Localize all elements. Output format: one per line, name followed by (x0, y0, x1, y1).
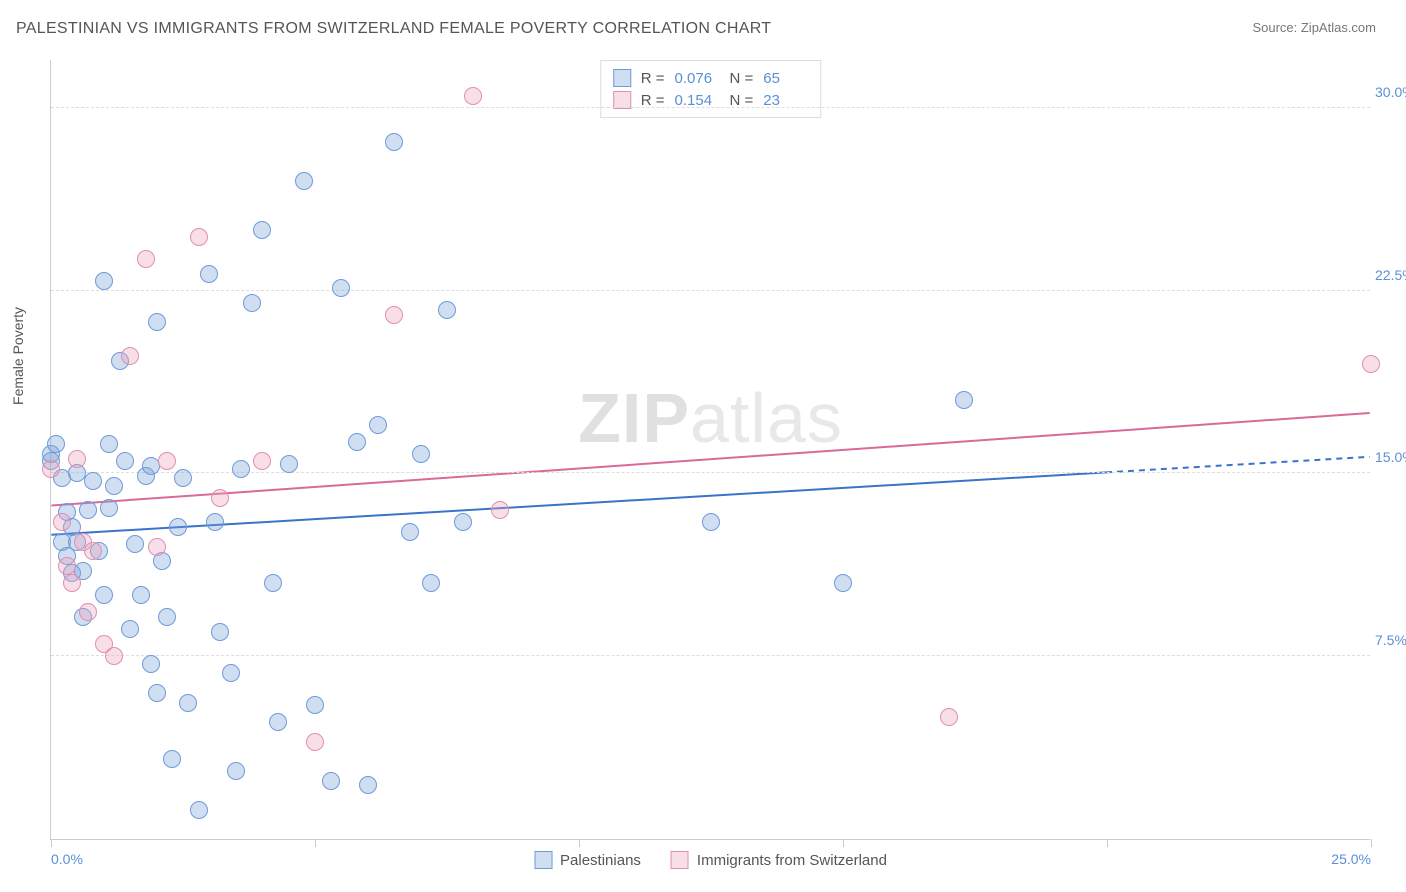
series-legend: Palestinians Immigrants from Switzerland (534, 851, 887, 869)
scatter-point (79, 603, 97, 621)
x-tick-label: 0.0% (51, 851, 83, 867)
scatter-point (174, 469, 192, 487)
scatter-point (148, 538, 166, 556)
x-tick (1371, 839, 1372, 847)
scatter-point (116, 452, 134, 470)
scatter-point (369, 416, 387, 434)
scatter-point (940, 708, 958, 726)
scatter-point (322, 772, 340, 790)
stat-row: R =0.076N =65 (613, 67, 809, 89)
scatter-point (84, 472, 102, 490)
scatter-point (232, 460, 250, 478)
scatter-point (47, 435, 65, 453)
scatter-point (68, 450, 86, 468)
scatter-point (359, 776, 377, 794)
scatter-point (955, 391, 973, 409)
scatter-point (79, 501, 97, 519)
y-tick-label: 7.5% (1375, 632, 1406, 648)
gridline (51, 290, 1370, 291)
y-tick-label: 30.0% (1375, 84, 1406, 100)
scatter-point (385, 306, 403, 324)
gridline (51, 107, 1370, 108)
source-attribution: Source: ZipAtlas.com (1252, 20, 1376, 35)
scatter-point (190, 801, 208, 819)
scatter-point (385, 133, 403, 151)
scatter-point (269, 713, 287, 731)
scatter-point (190, 228, 208, 246)
x-tick (51, 839, 52, 847)
scatter-point (158, 452, 176, 470)
scatter-point (200, 265, 218, 283)
scatter-point (243, 294, 261, 312)
scatter-point (126, 535, 144, 553)
scatter-point (702, 513, 720, 531)
scatter-point (121, 347, 139, 365)
scatter-point (211, 623, 229, 641)
scatter-point (253, 221, 271, 239)
x-tick (843, 839, 844, 847)
gridline (51, 655, 1370, 656)
x-tick (315, 839, 316, 847)
scatter-point (148, 313, 166, 331)
scatter-point (148, 684, 166, 702)
scatter-point (401, 523, 419, 541)
chart-title: PALESTINIAN VS IMMIGRANTS FROM SWITZERLA… (16, 20, 771, 38)
scatter-point (222, 664, 240, 682)
scatter-point (348, 433, 366, 451)
scatter-point (464, 87, 482, 105)
scatter-point (121, 620, 139, 638)
trend-lines (51, 60, 1370, 839)
scatter-point (438, 301, 456, 319)
scatter-point (306, 733, 324, 751)
scatter-point (211, 489, 229, 507)
scatter-point (227, 762, 245, 780)
x-tick (1107, 839, 1108, 847)
scatter-point (264, 574, 282, 592)
scatter-point (206, 513, 224, 531)
scatter-point (491, 501, 509, 519)
scatter-point (280, 455, 298, 473)
x-tick (579, 839, 580, 847)
x-tick-label: 25.0% (1331, 851, 1371, 867)
legend-item: Palestinians (534, 851, 641, 869)
scatter-point (105, 647, 123, 665)
chart-plot-area: ZIPatlas R =0.076N =65R =0.154N =23 Pale… (50, 60, 1370, 840)
scatter-point (306, 696, 324, 714)
scatter-point (95, 272, 113, 290)
scatter-point (1362, 355, 1380, 373)
scatter-point (454, 513, 472, 531)
scatter-point (422, 574, 440, 592)
scatter-point (100, 499, 118, 517)
scatter-point (53, 513, 71, 531)
y-tick-label: 22.5% (1375, 267, 1406, 283)
scatter-point (253, 452, 271, 470)
scatter-point (295, 172, 313, 190)
scatter-point (332, 279, 350, 297)
scatter-point (834, 574, 852, 592)
scatter-point (84, 542, 102, 560)
scatter-point (142, 655, 160, 673)
scatter-point (412, 445, 430, 463)
legend-item: Immigrants from Switzerland (671, 851, 887, 869)
scatter-point (42, 460, 60, 478)
watermark: ZIPatlas (578, 378, 843, 458)
scatter-point (169, 518, 187, 536)
scatter-point (132, 586, 150, 604)
scatter-point (105, 477, 123, 495)
scatter-point (163, 750, 181, 768)
scatter-point (100, 435, 118, 453)
scatter-point (137, 250, 155, 268)
scatter-point (179, 694, 197, 712)
scatter-point (63, 574, 81, 592)
y-axis-label: Female Poverty (10, 307, 26, 405)
scatter-point (158, 608, 176, 626)
correlation-stats-box: R =0.076N =65R =0.154N =23 (600, 60, 822, 118)
scatter-point (58, 557, 76, 575)
scatter-point (95, 586, 113, 604)
y-tick-label: 15.0% (1375, 449, 1406, 465)
